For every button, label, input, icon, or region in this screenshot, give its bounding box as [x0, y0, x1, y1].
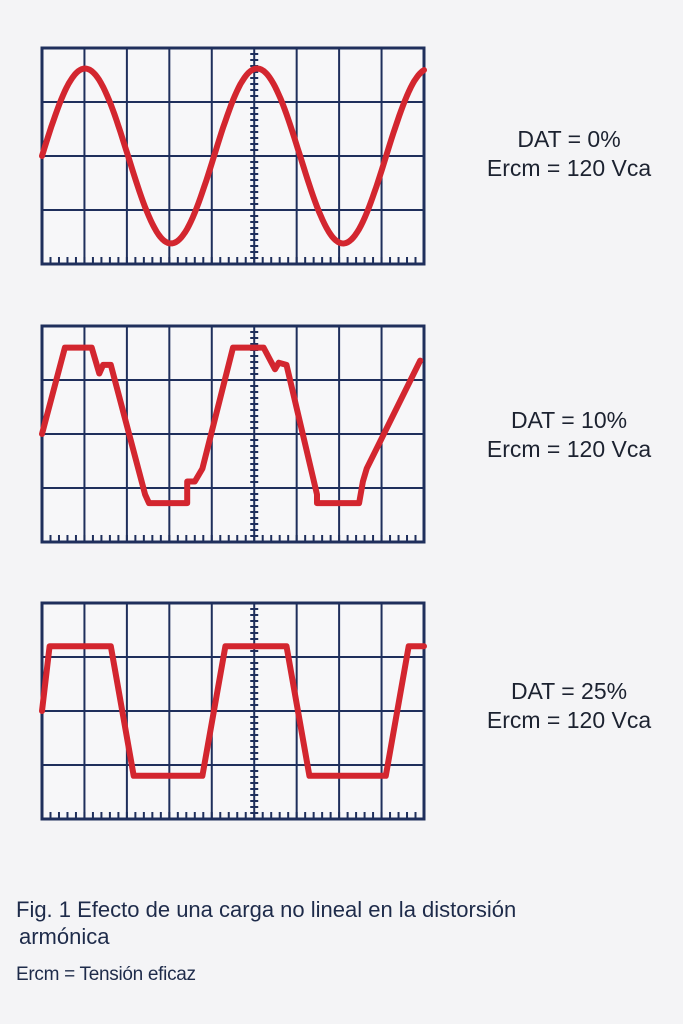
waveform-trapezoid	[39, 643, 427, 779]
waveform-sine	[39, 65, 427, 247]
oscilloscope-grid-dat-0	[39, 46, 427, 266]
waveform-distorted	[39, 344, 424, 507]
panel-text-dat-0: DAT = 0% Ercm = 120 Vca	[455, 125, 683, 183]
panel-text-dat-25: DAT = 25% Ercm = 120 Vca	[455, 677, 683, 735]
ercm-label: Ercm = 120 Vca	[486, 436, 652, 462]
caption-line-1: Fig. 1 Efecto de una carga no lineal en …	[16, 897, 517, 922]
ercm-label: Ercm = 120 Vca	[486, 707, 652, 733]
oscilloscope-grid-dat-10	[39, 324, 426, 544]
footnote: Ercm = Tensión eficaz	[16, 964, 196, 985]
grid-lines	[40, 46, 426, 266]
caption-line-2: armónica	[19, 924, 110, 949]
figure-caption: Fig. 1 Efecto de una carga no lineal en …	[16, 896, 656, 950]
scope-panel-dat-0: DAT = 0% Ercm = 120 Vca	[0, 40, 683, 300]
dat-label: DAT = 10%	[510, 407, 628, 433]
scope-panel-dat-25: DAT = 25% Ercm = 120 Vca	[0, 595, 683, 855]
grid-lines	[40, 601, 426, 821]
dat-label: DAT = 25%	[510, 678, 628, 704]
panel-text-dat-10: DAT = 10% Ercm = 120 Vca	[455, 406, 683, 464]
dat-label: DAT = 0%	[517, 126, 621, 152]
scope-panel-dat-10: DAT = 10% Ercm = 120 Vca	[0, 318, 683, 578]
oscilloscope-grid-dat-25	[39, 601, 427, 821]
ercm-label: Ercm = 120 Vca	[486, 155, 652, 181]
